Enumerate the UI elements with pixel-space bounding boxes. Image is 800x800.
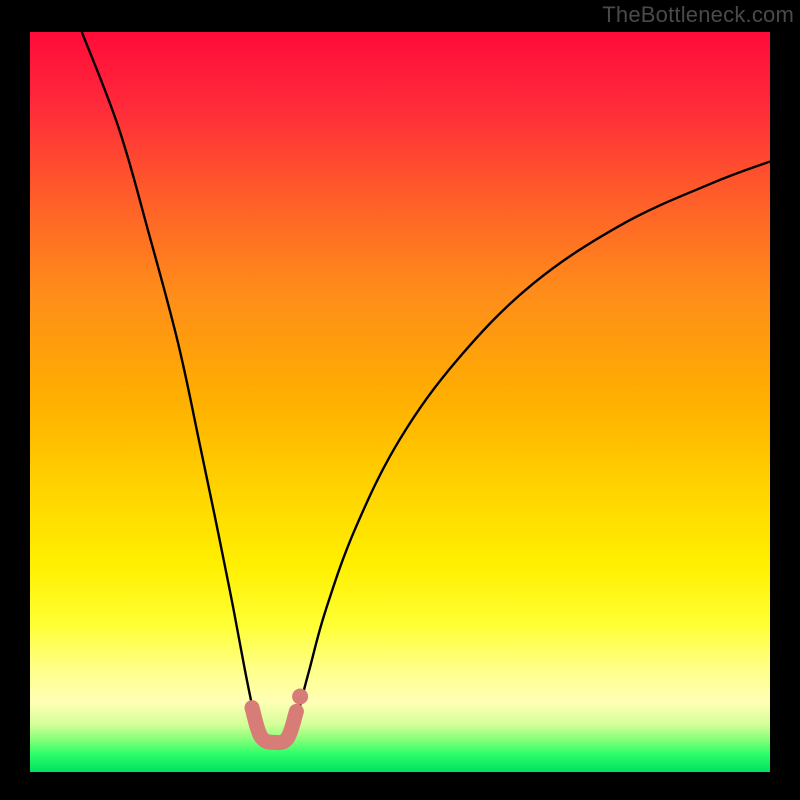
curve-right-branch [295, 162, 770, 732]
bottom-marker-u [252, 708, 296, 743]
bottom-marker-dot [292, 689, 308, 705]
curve-left-branch [82, 32, 257, 731]
curve-layer [30, 32, 770, 772]
watermark-text: TheBottleneck.com [602, 2, 794, 28]
chart-container: TheBottleneck.com [0, 0, 800, 800]
plot-area [30, 32, 770, 772]
